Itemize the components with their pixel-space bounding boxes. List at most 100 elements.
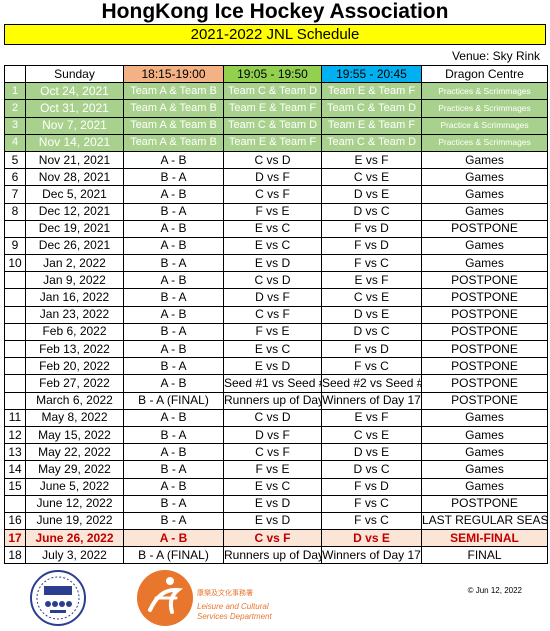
row-date: Feb 13, 2022 bbox=[25, 339, 124, 359]
row-slot-2: F vs E bbox=[223, 460, 322, 479]
row-number bbox=[4, 391, 26, 410]
row-slot-3: D vs C bbox=[321, 322, 422, 342]
row-note: Games bbox=[421, 460, 548, 479]
row-note: Games bbox=[421, 236, 548, 256]
row-number: 1 bbox=[4, 82, 26, 101]
row-note: Practices & Scrimmages bbox=[421, 99, 548, 118]
row-date: June 12, 2022 bbox=[25, 494, 124, 513]
row-number: 16 bbox=[4, 511, 26, 531]
row-slot-1: A - B bbox=[123, 150, 224, 170]
row-number: 18 bbox=[4, 546, 26, 565]
lcsd-name-cn: 康樂及文化事務署 bbox=[197, 588, 253, 597]
row-slot-3: F vs D bbox=[321, 477, 422, 496]
header-location: Dragon Centre bbox=[421, 64, 548, 84]
row-date: Nov 28, 2021 bbox=[25, 168, 124, 187]
row-slot-2: E vs C bbox=[223, 339, 322, 359]
row-slot-3: Team C & Team D bbox=[321, 99, 422, 118]
schedule-row: 1 Oct 24, 2021 Team A & Team B Team C & Tea… bbox=[4, 82, 548, 101]
row-slot-1: A - B bbox=[123, 219, 224, 238]
row-number bbox=[4, 357, 26, 376]
venue-label: Venue: Sky Rink bbox=[451, 49, 540, 63]
row-number: 3 bbox=[4, 116, 26, 135]
footer-logos: 康樂及文化事務署 Leisure and Cultural Services D… bbox=[30, 570, 272, 626]
copyright-date: © Jun 12, 2022 bbox=[467, 586, 522, 595]
row-note: LAST REGULAR SEASON GAME bbox=[421, 511, 548, 531]
row-date: Feb 27, 2022 bbox=[25, 374, 124, 393]
row-number bbox=[4, 219, 26, 238]
row-slot-1: B - A bbox=[123, 460, 224, 479]
row-date: Nov 21, 2021 bbox=[25, 150, 124, 170]
row-date: Dec 26, 2021 bbox=[25, 236, 124, 256]
row-number bbox=[4, 271, 26, 290]
row-number: 7 bbox=[4, 185, 26, 204]
row-slot-2: D vs F bbox=[223, 168, 322, 187]
row-slot-2: E vs C bbox=[223, 219, 322, 238]
row-date: Dec 5, 2021 bbox=[25, 185, 124, 204]
row-number bbox=[4, 305, 26, 324]
row-number: 10 bbox=[4, 254, 26, 273]
row-slot-3: E vs F bbox=[321, 271, 422, 290]
row-note: POSTPONE bbox=[421, 339, 548, 359]
row-slot-3: D vs C bbox=[321, 460, 422, 479]
row-note: SEMI-FINAL bbox=[421, 529, 548, 548]
row-slot-1: A - B bbox=[123, 305, 224, 324]
row-date: Nov 14, 2021 bbox=[25, 133, 124, 152]
row-slot-3: Winners of Day 17 bbox=[321, 546, 422, 565]
row-slot-2: Team E & Team F bbox=[223, 99, 322, 118]
row-number: 9 bbox=[4, 236, 26, 256]
row-slot-1: B - A bbox=[123, 494, 224, 513]
lcsd-logo: 康樂及文化事務署 Leisure and Cultural Services D… bbox=[137, 570, 272, 626]
row-number bbox=[4, 288, 26, 307]
row-number: 2 bbox=[4, 99, 26, 118]
row-note: Games bbox=[421, 443, 548, 462]
schedule-row: Feb 27, 2022 A - B Seed #1 vs Seed #4 Seed … bbox=[4, 374, 548, 393]
row-slot-1: A - B bbox=[123, 408, 224, 427]
row-slot-1: A - B bbox=[123, 443, 224, 462]
row-slot-2: C vs D bbox=[223, 150, 322, 170]
row-date: Oct 24, 2021 bbox=[25, 82, 124, 101]
row-note: POSTPONE bbox=[421, 219, 548, 238]
row-slot-2: Runners up of Day 17 bbox=[223, 546, 322, 565]
row-number: 14 bbox=[4, 460, 26, 479]
row-slot-2: Team C & Team D bbox=[223, 82, 322, 101]
row-note: POSTPONE bbox=[421, 391, 548, 410]
row-slot-3: D vs C bbox=[321, 202, 422, 221]
row-slot-2: E vs D bbox=[223, 357, 322, 376]
row-date: March 6, 2022 bbox=[25, 391, 124, 410]
row-slot-3: Seed #2 vs Seed #3 bbox=[321, 374, 422, 393]
row-number bbox=[4, 374, 26, 393]
row-date: Dec 19, 2021 bbox=[25, 219, 124, 238]
row-slot-1: Team A & Team B bbox=[123, 99, 224, 118]
row-slot-3: F vs D bbox=[321, 236, 422, 256]
row-note: Games bbox=[421, 254, 548, 273]
row-date: June 26, 2022 bbox=[25, 529, 124, 548]
row-slot-2: E vs D bbox=[223, 511, 322, 531]
hkiha-logo bbox=[30, 570, 86, 626]
row-slot-3: F vs D bbox=[321, 339, 422, 359]
header-num bbox=[4, 64, 26, 84]
row-slot-3: C vs E bbox=[321, 288, 422, 307]
row-slot-2: E vs C bbox=[223, 477, 322, 496]
row-number bbox=[4, 339, 26, 359]
row-slot-1: A - B bbox=[123, 374, 224, 393]
row-note: Games bbox=[421, 168, 548, 187]
row-slot-1: Team A & Team B bbox=[123, 133, 224, 152]
row-number: 15 bbox=[4, 477, 26, 496]
row-slot-1: A - B bbox=[123, 271, 224, 290]
row-number: 12 bbox=[4, 425, 26, 445]
row-date: May 29, 2022 bbox=[25, 460, 124, 479]
row-date: Jan 23, 2022 bbox=[25, 305, 124, 324]
row-slot-3: Winners of Day 17 bbox=[321, 391, 422, 410]
row-slot-3: F vs C bbox=[321, 511, 422, 531]
row-note: Games bbox=[421, 202, 548, 221]
row-slot-3: F vs D bbox=[321, 219, 422, 238]
schedule-table: Sunday 18:15-19:00 19:05 - 19:50 19:55 -… bbox=[4, 64, 548, 565]
row-slot-3: D vs E bbox=[321, 185, 422, 204]
schedule-row: 4 Nov 14, 2021 Team A & Team B Team E & Tea… bbox=[4, 133, 548, 152]
row-number: 13 bbox=[4, 443, 26, 462]
row-number: 4 bbox=[4, 133, 26, 152]
